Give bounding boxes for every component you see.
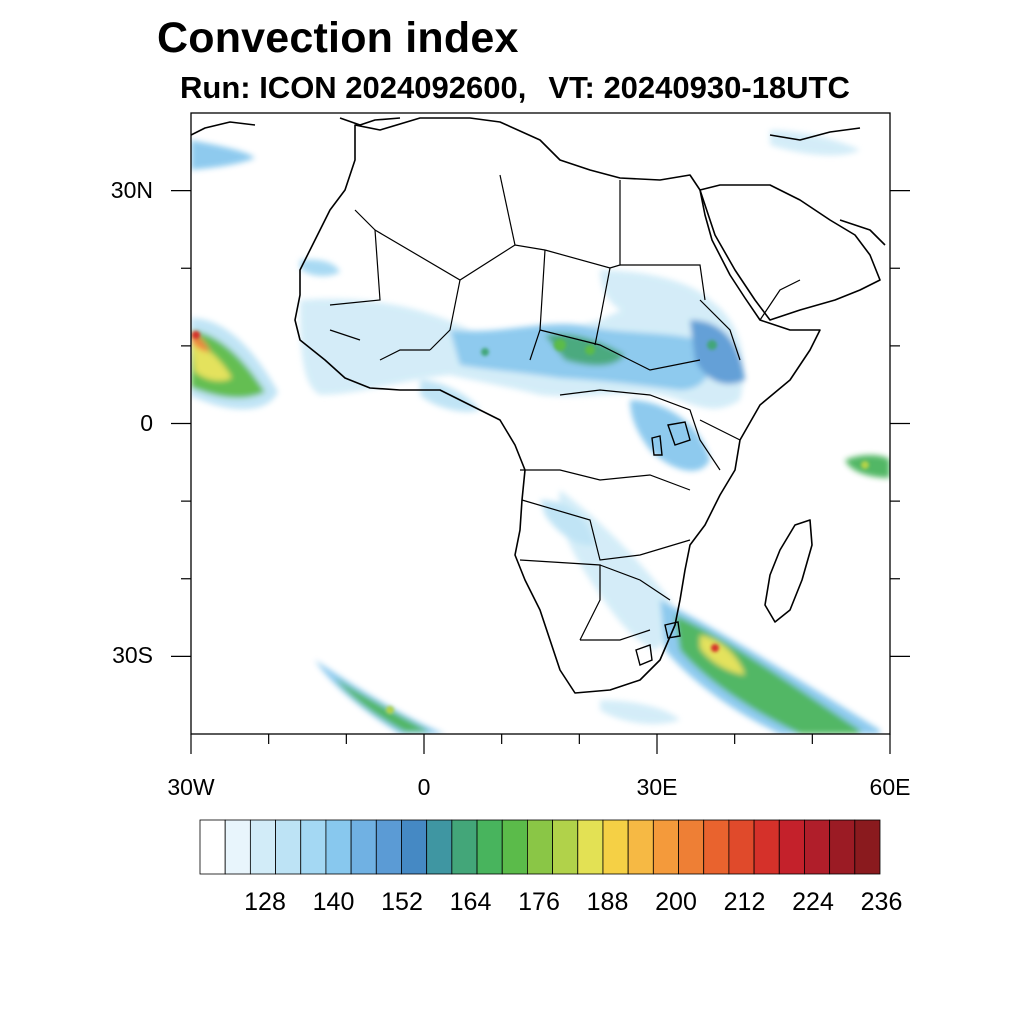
colorbar-swatch <box>804 819 831 875</box>
lon-tick-label: 0 <box>417 774 431 800</box>
shade-nw <box>191 140 255 170</box>
colorbar-swatch <box>375 819 402 875</box>
colorbar-tick-label: 224 <box>792 888 834 916</box>
colorbar-swatch <box>476 819 503 875</box>
colorbar-tick-label: 176 <box>518 888 560 916</box>
colorbar-swatch <box>854 819 881 875</box>
colorbar-swatch <box>401 819 428 875</box>
colorbar-swatch <box>350 819 377 875</box>
shade-sw-streak <box>315 660 445 734</box>
colorbar <box>199 819 881 875</box>
colorbar-swatch <box>300 819 327 875</box>
colorbar-swatch <box>527 819 553 875</box>
shade-spot-4 <box>707 340 717 350</box>
map-frame <box>190 112 891 735</box>
colorbar-swatch <box>652 819 679 875</box>
shade-mediterranean <box>770 130 860 156</box>
lakes <box>635 421 691 666</box>
lat-tick-label: 0 <box>140 409 153 436</box>
lat-tick-label: 30S <box>112 642 153 669</box>
lon-tick-label: 60E <box>869 774 911 800</box>
colorbar-tick-label: 200 <box>655 888 697 916</box>
shade-central-strong <box>545 333 625 366</box>
colorbar-swatch <box>753 819 780 875</box>
convection-shading <box>191 130 890 734</box>
colorbar-swatch <box>501 819 528 875</box>
colorbar-tick-label: 188 <box>586 888 629 916</box>
colorbar-swatch <box>249 819 276 875</box>
lat-tick-label: 30N <box>110 176 153 203</box>
plot-subtitle: Run: ICON 2024092600, VT: 20240930-18UTC <box>180 70 850 106</box>
shade-atlantic-west-core <box>191 330 265 398</box>
colorbar-swatch <box>224 819 251 875</box>
valid-time-label: VT: 20240930-18UTC <box>548 70 850 105</box>
run-label: Run: ICON 2024092600, <box>180 70 527 105</box>
shade-great-lakes <box>630 400 710 471</box>
lon-tick-label: 30E <box>636 774 678 800</box>
colorbar-swatch <box>325 819 352 875</box>
colorbar-tick-label: 140 <box>312 888 355 916</box>
lon-tick-label: 30W <box>167 774 215 800</box>
shade-se-coast-core <box>700 635 745 675</box>
africa-coastline <box>191 117 886 694</box>
colorbar-swatch <box>678 819 705 875</box>
shade-se-coast-light <box>660 600 880 734</box>
shade-spot-6 <box>192 331 200 339</box>
colorbar-swatch <box>829 819 856 875</box>
shade-spot-5 <box>711 644 719 652</box>
colorbar-swatch <box>199 819 226 875</box>
shade-west-sahel <box>300 259 340 277</box>
shade-spot-8 <box>386 706 394 714</box>
colorbar-tick-label: 212 <box>723 888 766 916</box>
colorbar-tick-label: 236 <box>860 888 903 916</box>
colorbar-tick-label: 152 <box>381 888 423 916</box>
colorbar-tick-label: 164 <box>449 888 492 916</box>
shade-south-tip <box>600 700 680 725</box>
shade-ethiopia <box>690 320 745 384</box>
colorbar-swatch <box>577 819 604 875</box>
colorbar-swatch <box>451 819 478 875</box>
shade-atlantic-west-hot <box>191 340 232 381</box>
shade-angola <box>540 500 595 546</box>
shade-spot-2 <box>585 345 595 355</box>
country-borders <box>329 174 801 641</box>
colorbar-swatch <box>275 819 302 875</box>
shade-nile <box>600 270 710 317</box>
colorbar-swatch <box>703 819 730 875</box>
shade-spot-7 <box>861 461 869 469</box>
colorbar-swatch <box>602 819 629 875</box>
colorbar-swatch <box>778 819 805 875</box>
colorbar-swatch <box>627 819 654 875</box>
shade-spot-1 <box>554 339 566 351</box>
shade-spot-3 <box>481 348 489 356</box>
colorbar-tick-label: 128 <box>244 888 286 916</box>
colorbar-swatch <box>728 819 755 875</box>
axis-ticks <box>171 190 910 754</box>
plot-title: Convection index <box>157 14 519 62</box>
colorbar-swatch <box>552 819 579 875</box>
colorbar-swatch <box>426 819 453 875</box>
